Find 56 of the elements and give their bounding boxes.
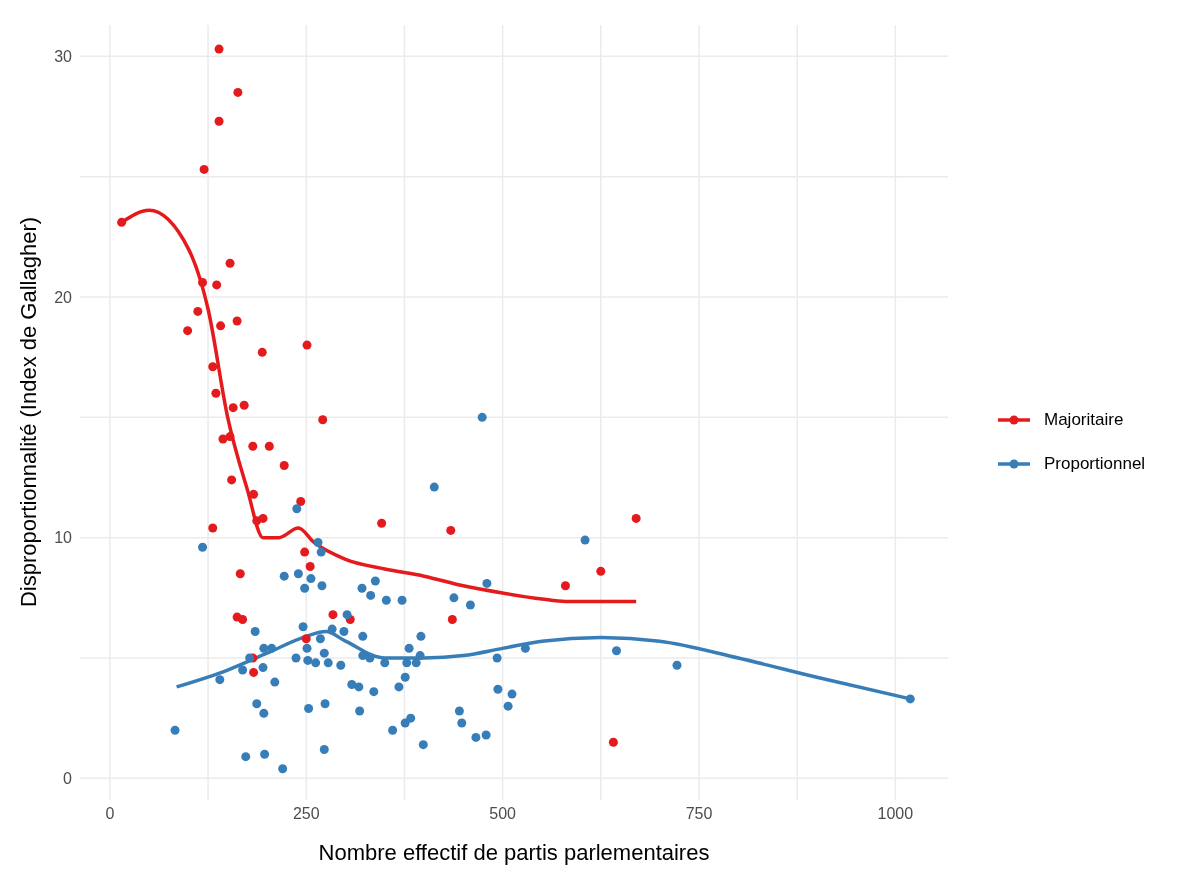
point (193, 306, 203, 316)
point (608, 737, 618, 747)
point (228, 403, 238, 413)
legend-label: Proportionnel (1044, 454, 1146, 474)
legend-label: Majoritaire (1044, 410, 1124, 430)
y-tick-label: 0 (63, 770, 73, 788)
point (279, 460, 289, 470)
point (560, 581, 570, 591)
point (258, 513, 268, 523)
point (305, 562, 315, 572)
y-tick-label: 30 (54, 47, 73, 65)
point (257, 347, 267, 357)
point (208, 362, 218, 372)
point (225, 258, 235, 268)
point (264, 441, 274, 451)
point (232, 316, 242, 326)
x-tick-label: 0 (105, 805, 115, 823)
point (596, 566, 606, 576)
x-axis-title: Nombre effectif de partis parlementaires (317, 840, 711, 866)
point (249, 489, 259, 499)
point (328, 610, 338, 620)
point (447, 614, 457, 624)
point (631, 513, 641, 523)
point (225, 432, 235, 442)
point (248, 441, 258, 451)
x-tick-label: 1000 (877, 805, 914, 823)
point (216, 321, 226, 331)
point (238, 614, 248, 624)
point (318, 415, 328, 425)
point (198, 278, 208, 288)
point (183, 326, 193, 336)
point (214, 44, 224, 54)
point (208, 523, 218, 533)
point (214, 116, 224, 126)
point (239, 400, 249, 410)
y-tick-label: 10 (54, 529, 73, 547)
point (377, 518, 387, 528)
point (218, 434, 228, 444)
x-tick-label: 250 (292, 805, 320, 823)
x-tick-label: 750 (685, 805, 713, 823)
point (296, 497, 306, 507)
point (212, 280, 222, 290)
x-tick-label: 500 (489, 805, 517, 823)
y-axis-title: Disproportionnalité (Index de Gallagher) (16, 215, 42, 610)
point (117, 217, 127, 227)
y-tick-label: 20 (54, 288, 73, 306)
point (301, 634, 311, 644)
point (249, 667, 259, 677)
point (227, 475, 237, 485)
point (199, 164, 209, 174)
point (300, 547, 310, 557)
point (233, 87, 243, 97)
point (302, 340, 312, 350)
point (211, 388, 221, 398)
point (235, 569, 245, 579)
point (446, 525, 456, 535)
